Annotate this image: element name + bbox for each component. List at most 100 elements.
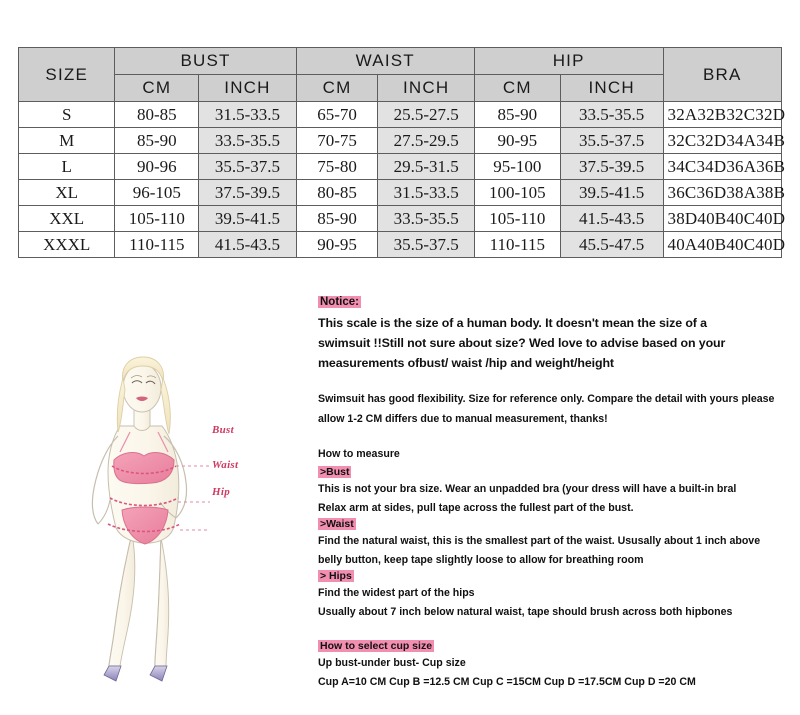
table-header-row-groups: SIZE BUST WAIST HIP BRA <box>17 47 782 102</box>
waist-line-2: belly button, keep tape slightly loose t… <box>318 554 644 566</box>
bust-heading: >Bust <box>318 466 352 478</box>
notice-lead-paragraph: This scale is the size of a human body. … <box>318 313 784 373</box>
cell-size: XXXL <box>17 231 116 258</box>
hips-line-2: Usually about 7 inch below natural waist… <box>318 606 733 618</box>
table-header-row-units: CM INCH CM INCH CM INCH <box>19 74 782 102</box>
bra-size: 40A <box>667 234 698 254</box>
waist-heading: >Waist <box>318 518 356 530</box>
bra-size: 32A <box>667 104 698 124</box>
cell-waist-inch: 31.5-33.5 <box>377 179 475 206</box>
bra-size: 32B <box>697 104 727 124</box>
hips-line-1: Find the widest part of the hips <box>318 587 475 599</box>
flexibility-paragraph: Swimsuit has good flexibility. Size for … <box>318 389 784 429</box>
cup-size-block: How to select cup size Up bust-under bus… <box>318 640 784 692</box>
bra-size: 38A <box>726 182 757 202</box>
header-bra: BRA <box>662 47 782 102</box>
cell-bra: 36C 36D 38A 38B <box>662 179 785 206</box>
waist-heading-row: >Waist <box>318 518 784 530</box>
cell-bust-cm: 96-105 <box>114 179 200 206</box>
bra-size-list: 38D 40B 40C 40D <box>664 208 786 229</box>
cell-hip-cm: 105-110 <box>473 205 561 232</box>
bra-size: 40D <box>755 234 786 254</box>
notice-lead-line-3: measurements ofbust/ waist /hip and weig… <box>318 356 614 370</box>
cell-hip-inch: 33.5-35.5 <box>559 101 664 128</box>
cell-size: M <box>17 127 116 154</box>
bust-instructions: This is not your bra size. Wear an unpad… <box>318 480 784 518</box>
bra-size: 36B <box>756 156 786 176</box>
header-hip: HIP <box>473 47 664 75</box>
notice-lead-line-1: This scale is the size of a human body. … <box>318 316 707 330</box>
cell-waist-cm: 90-95 <box>295 231 379 258</box>
how-to-measure-title: How to measure <box>318 448 400 460</box>
header-bust-cm: CM <box>114 74 200 102</box>
cell-waist-cm: 80-85 <box>295 179 379 206</box>
cell-bust-cm: 90-96 <box>114 153 200 180</box>
label-waist: Waist <box>212 459 239 471</box>
cell-hip-cm: 110-115 <box>473 231 561 258</box>
cell-bust-cm: 80-85 <box>114 101 200 128</box>
header-size: SIZE <box>17 47 116 102</box>
bra-size: 40C <box>726 208 756 228</box>
bra-size: 34D <box>696 156 727 176</box>
header-waist-cm: CM <box>295 74 379 102</box>
bra-size: 38D <box>667 208 698 228</box>
cell-size: L <box>17 153 116 180</box>
waist-line-1: Find the natural waist, this is the smal… <box>318 535 761 547</box>
cell-bust-inch: 39.5-41.5 <box>198 205 297 232</box>
cell-bust-inch: 41.5-43.5 <box>198 231 297 258</box>
cell-hip-inch: 45.5-47.5 <box>559 231 664 258</box>
bra-size: 40B <box>697 234 727 254</box>
cell-size: S <box>17 101 116 128</box>
header-bust: BUST <box>114 47 297 75</box>
cell-bust-cm: 105-110 <box>114 205 200 232</box>
cell-bra: 34C 34D 36A 36B <box>662 153 786 180</box>
bra-size: 36D <box>696 182 727 202</box>
body-measurement-illustration <box>60 352 310 682</box>
table-body: S 80-85 31.5-33.5 65-70 25.5-27.5 85-90 33.5-3… <box>17 101 786 258</box>
bra-size: 34A <box>726 130 757 150</box>
bust-line-2: Relax arm at sides, pull tape across the… <box>318 502 634 514</box>
bra-size: 40B <box>697 208 727 228</box>
notice-lead-line-2: swimsuit !!Still not sure about size? We… <box>318 336 726 350</box>
cell-bust-inch: 35.5-37.5 <box>198 153 297 180</box>
header-hip-inch: INCH <box>559 74 664 102</box>
bust-heading-row: >Bust <box>318 466 784 478</box>
header-waist: WAIST <box>295 47 475 75</box>
cell-bra: 38D 40B 40C 40D <box>662 205 786 232</box>
cell-waist-inch: 35.5-37.5 <box>377 231 475 258</box>
size-chart-table-container: SIZE BUST WAIST HIP BRA CM INCH CM INCH … <box>17 47 786 258</box>
bra-size: 40D <box>755 208 786 228</box>
cup-heading-row: How to select cup size <box>318 640 784 652</box>
cell-hip-cm: 100-105 <box>473 179 561 206</box>
cell-waist-inch: 27.5-29.5 <box>377 127 475 154</box>
label-bust: Bust <box>212 424 234 436</box>
flexibility-line-2: allow 1-2 CM differs due to manual measu… <box>318 413 608 425</box>
cup-line-1: Up bust-under bust- Cup size <box>318 657 466 669</box>
notice-heading-row: Notice: <box>318 296 784 308</box>
cup-line-2: Cup A=10 CM Cup B =12.5 CM Cup C =15CM C… <box>318 676 696 688</box>
table-row: XXL 105-110 39.5-41.5 85-90 33.5-35.5 105-110… <box>17 205 786 232</box>
bust-line-1: This is not your bra size. Wear an unpad… <box>318 483 737 495</box>
cell-waist-cm: 75-80 <box>295 153 379 180</box>
flexibility-line-1: Swimsuit has good flexibility. Size for … <box>318 393 775 405</box>
header-bust-inch: INCH <box>198 74 297 102</box>
header-waist-inch: INCH <box>377 74 475 102</box>
cell-waist-cm: 70-75 <box>295 127 379 154</box>
bra-size: 34B <box>756 130 786 150</box>
tape-waist <box>109 497 179 507</box>
cell-bra: 32A 32B 32C 32D <box>662 101 786 128</box>
cell-hip-cm: 95-100 <box>473 153 561 180</box>
bra-size: 34C <box>667 156 697 176</box>
cell-bust-inch: 33.5-35.5 <box>198 127 297 154</box>
bra-size: 32D <box>755 104 786 124</box>
tape-bust <box>111 465 177 475</box>
shoe-right-icon <box>149 665 168 682</box>
size-chart-table: SIZE BUST WAIST HIP BRA CM INCH CM INCH … <box>17 47 786 258</box>
cell-waist-inch: 33.5-35.5 <box>377 205 475 232</box>
table-row: S 80-85 31.5-33.5 65-70 25.5-27.5 85-90 33.5-3… <box>17 101 786 128</box>
notice-heading: Notice: <box>318 296 361 308</box>
hips-instructions: Find the widest part of the hips Usually… <box>318 584 784 622</box>
hips-heading: > Hips <box>318 570 354 582</box>
table-row: L 90-96 35.5-37.5 75-80 29.5-31.5 95-100 37.5-… <box>17 153 786 180</box>
cell-waist-inch: 25.5-27.5 <box>377 101 475 128</box>
